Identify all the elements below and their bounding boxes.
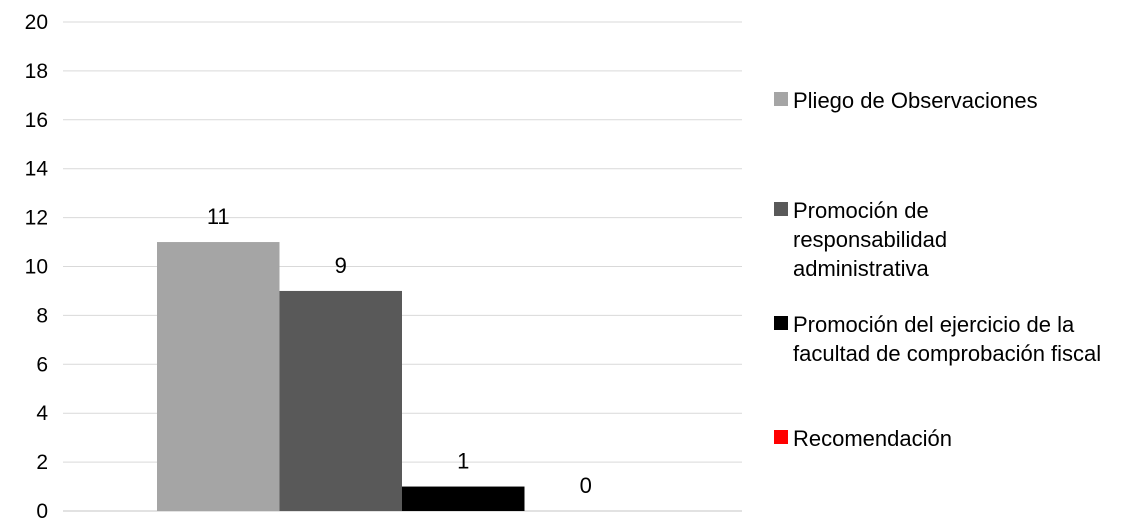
y-tick-label: 12: [25, 207, 48, 230]
y-tick-label: 8: [36, 304, 48, 327]
bar-data-label: 11: [207, 204, 230, 229]
legend-item-responsabilidad: Promoción de responsabilidad administrat…: [774, 196, 1144, 283]
legend-item-pliego: Pliego de Observaciones: [774, 86, 1144, 115]
bar: [402, 486, 525, 511]
legend-label: Pliego de Observaciones: [793, 88, 1038, 113]
bar: [157, 242, 280, 512]
legend-item-recomendacion: Recomendación: [774, 424, 1144, 453]
legend: Pliego de Observaciones Promoción de res…: [774, 0, 1144, 521]
bars: [157, 242, 525, 512]
data-labels: 11 9 1 0: [207, 204, 592, 498]
y-tick-label: 14: [25, 158, 49, 181]
y-axis-tick-labels: 0 2 4 6 8 10 12 14 16 18 20: [25, 11, 49, 521]
legend-swatch: [774, 202, 788, 216]
y-tick-label: 18: [25, 60, 48, 83]
y-tick-label: 4: [36, 402, 48, 425]
y-tick-label: 2: [36, 451, 48, 474]
legend-swatch: [774, 92, 788, 106]
legend-swatch: [774, 316, 788, 330]
legend-swatch: [774, 430, 788, 444]
legend-item-comprobacion: Promoción del ejercicio de la facultad d…: [774, 310, 1144, 368]
y-tick-label: 20: [25, 11, 48, 34]
bar-data-label: 1: [457, 449, 469, 474]
y-tick-label: 16: [25, 109, 48, 132]
legend-label: Promoción del ejercicio de la facultad d…: [793, 312, 1102, 366]
y-tick-label: 6: [36, 353, 48, 376]
legend-label: Recomendación: [793, 426, 952, 451]
bar-data-label: 9: [335, 253, 347, 278]
bar-data-label: 0: [580, 473, 592, 498]
bar: [279, 290, 402, 511]
y-tick-label: 0: [36, 500, 48, 521]
y-tick-label: 10: [25, 256, 48, 279]
legend-label: Promoción de responsabilidad administrat…: [793, 198, 948, 281]
